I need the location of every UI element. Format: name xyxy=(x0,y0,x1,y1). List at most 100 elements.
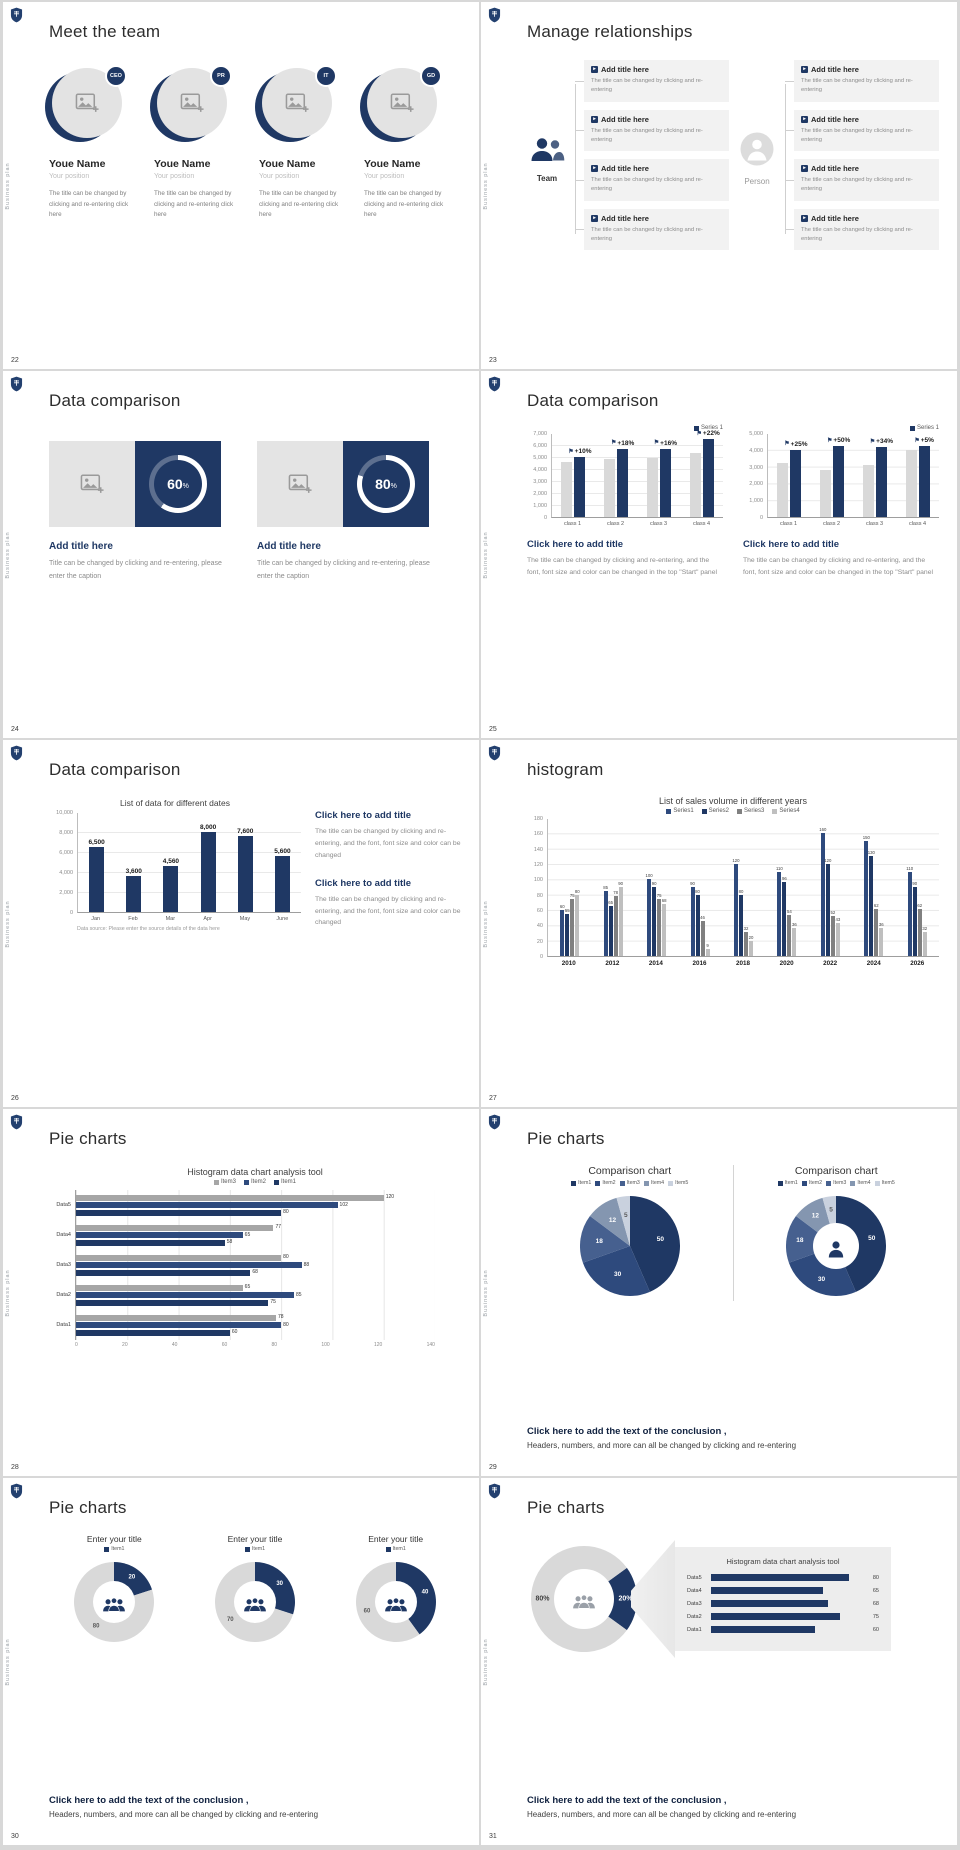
legend-item: Series3 xyxy=(737,808,764,814)
svg-text:30: 30 xyxy=(614,1271,622,1278)
x-tick-label: 20 xyxy=(122,1342,128,1348)
chart-panel: Series 1 7,000 6,000 5,000 4,000 3,000 2,000 1,… xyxy=(527,425,723,595)
slide-thumbnail-30[interactable]: Business plan Pie charts Enter your titl… xyxy=(3,1478,479,1845)
slide-thumbnail-23[interactable]: Business plan Manage relationships Team ▸… xyxy=(481,2,957,369)
bar: 85 xyxy=(603,885,608,956)
x-category-label: class 1 xyxy=(563,521,582,527)
group-label: Team xyxy=(536,173,558,183)
legend-label: Item1 xyxy=(784,1180,798,1186)
avatar: CEO xyxy=(45,65,127,144)
legend-label: Item2 xyxy=(250,1179,266,1185)
relation-item-title-row: ▸ Add title here xyxy=(801,214,932,223)
bar xyxy=(76,1299,269,1306)
bar-value-label: 120 xyxy=(732,858,740,863)
bar-value-label: 75 xyxy=(656,892,662,898)
team-svg xyxy=(531,137,565,161)
bar-value-label: 80 xyxy=(872,1574,879,1581)
svg-text:5: 5 xyxy=(829,1206,833,1213)
slide-thumbnail-29[interactable]: Business plan Pie charts Comparison char… xyxy=(481,1109,957,1476)
y-tick-label: 0 xyxy=(543,515,547,521)
slide-thumbnail-31[interactable]: Business plan Pie charts 20% 80% Histogram… xyxy=(481,1478,957,1845)
relation-item[interactable]: ▸ Add title here The title can be changed… xyxy=(785,60,939,102)
pointer-icon: ▸ xyxy=(591,214,598,222)
role-badge: GD xyxy=(420,65,442,87)
bar xyxy=(76,1314,276,1321)
legend-label: Series 1 xyxy=(916,425,939,431)
relation-item[interactable]: ▸ Add title here The title can be changed… xyxy=(575,208,729,251)
school-crest-icon xyxy=(10,7,23,23)
people-icon xyxy=(242,1596,268,1613)
image-placeholder-icon xyxy=(80,474,104,493)
image-placeholder xyxy=(257,441,343,527)
slide-title: Pie charts xyxy=(527,1498,605,1517)
chart-title: Histogram data chart analysis tool xyxy=(726,1557,840,1566)
slide-thumbnail-24[interactable]: Business plan Data comparison 60% Add ti… xyxy=(3,371,479,738)
bar: ⚑ +16% xyxy=(654,440,677,517)
bar-value-label: 8,000 xyxy=(199,824,217,831)
slide-thumbnail-25[interactable]: Business plan Data comparison Series 1 7,… xyxy=(481,371,957,738)
pie-chart: 40 60 xyxy=(355,1562,436,1647)
slide-thumbnail-26[interactable]: Business plan Data comparison List of da… xyxy=(3,740,479,1107)
slide-number: 22 xyxy=(11,357,19,364)
bar-group: 160 120 52 43 xyxy=(809,827,852,956)
bar xyxy=(646,458,658,517)
legend-item: Item3 xyxy=(826,1180,846,1186)
y-tick-label: 4,000 xyxy=(749,447,763,454)
growth-label: ⚑ +25% xyxy=(784,440,808,448)
slide-thumbnail-22[interactable]: Business plan Meet the team CEO Youe Nam… xyxy=(3,2,479,369)
chart-legend: Item1 xyxy=(330,1546,461,1552)
bar-value-label: 6,500 xyxy=(88,839,105,846)
sidebar-vertical-text: Business plan xyxy=(483,1637,489,1686)
relation-item[interactable]: ▸ Add title here The title can be changed… xyxy=(575,159,729,201)
bar-value-label: 36 xyxy=(792,922,797,928)
relation-item[interactable]: ▸ Add title here The title can be changed… xyxy=(575,60,729,102)
legend-item: Series4 xyxy=(772,808,800,814)
chart-legend: Series1 Series2 Series3 Series4 xyxy=(527,808,939,814)
legend-label: Item5 xyxy=(881,1180,895,1186)
bar-value-label: 77 xyxy=(275,1224,281,1230)
slide-thumbnail-28[interactable]: Business plan Pie charts Histogram data … xyxy=(3,1109,479,1476)
bar: ⚑ +22% xyxy=(697,430,720,517)
svg-text:18: 18 xyxy=(595,1238,603,1245)
conclusion-heading: Click here to add the text of the conclu… xyxy=(527,1426,727,1437)
people-icon xyxy=(383,1596,409,1613)
relation-item[interactable]: ▸ Add title here The title can be changed… xyxy=(785,159,939,201)
category-label: Data1 xyxy=(687,1626,702,1633)
relation-item[interactable]: ▸ Add title here The title can be changed… xyxy=(785,109,939,152)
flag-icon: ⚑ xyxy=(784,441,790,448)
bar xyxy=(76,1284,243,1291)
block-body: The title can be changed by clicking and… xyxy=(315,828,461,859)
relation-item[interactable]: ▸ Add title here The title can be changed… xyxy=(575,109,729,152)
people-svg xyxy=(103,1597,126,1612)
legend-label: Series4 xyxy=(779,808,800,814)
relation-item[interactable]: ▸ Add title here The title can be changed… xyxy=(785,208,939,251)
legend-item: Series 1 xyxy=(909,425,939,431)
category-label: Data5 xyxy=(687,1574,702,1581)
relation-item-title: Add title here xyxy=(601,65,649,74)
bar-value-label: 110 xyxy=(775,865,783,871)
sidebar-vertical-text: Business plan xyxy=(5,1637,11,1686)
slide-thumbnail-27[interactable]: Business plan histogram List of sales vo… xyxy=(481,740,957,1107)
legend-item: Item4 xyxy=(643,1180,664,1186)
x-category-label: class 2 xyxy=(606,521,625,527)
relation-item-body: The title can be changed by clicking and… xyxy=(591,127,703,143)
school-crest-icon xyxy=(10,376,23,392)
bar-group: Data5 120 102 80 xyxy=(49,1190,435,1220)
flag-icon: ⚑ xyxy=(611,440,617,447)
legend-item: Item2 xyxy=(243,1179,266,1185)
bar: 90 xyxy=(618,881,623,956)
bar-group: 110 90 62 32 xyxy=(896,866,939,956)
bar-value-label: 20 xyxy=(748,934,754,940)
bar-group: 150 130 62 36 xyxy=(852,835,895,956)
bar: ⚑ +50% xyxy=(827,437,850,517)
x-category-label: Jan xyxy=(91,916,101,922)
crest-svg xyxy=(488,7,501,23)
svg-text:80: 80 xyxy=(93,1624,100,1630)
svg-text:20%: 20% xyxy=(618,1596,633,1603)
category-label: Data5 xyxy=(56,1202,71,1208)
crest-svg xyxy=(10,7,23,23)
x-category-label: 2010 xyxy=(561,960,576,967)
legend-swatch xyxy=(668,1180,674,1186)
people-icon xyxy=(571,1593,597,1610)
y-tick-label: 0 xyxy=(69,910,73,916)
